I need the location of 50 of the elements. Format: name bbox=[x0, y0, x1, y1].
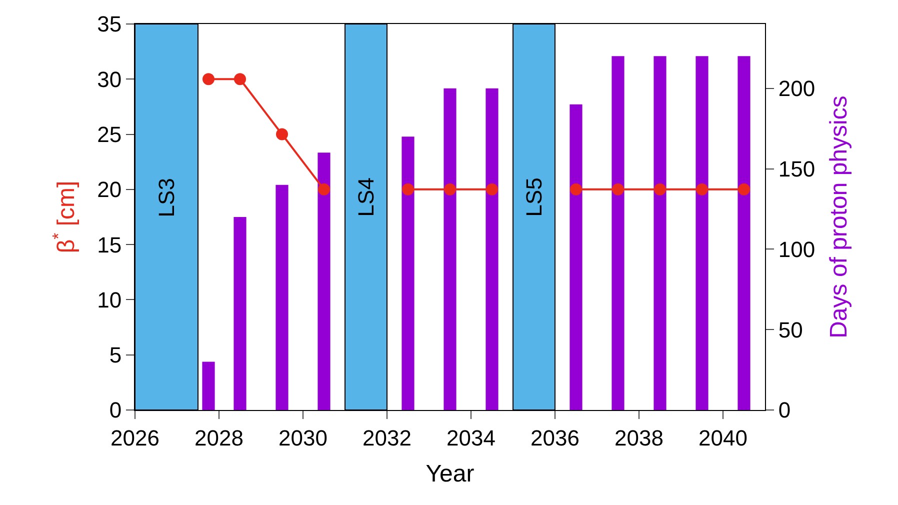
bar bbox=[738, 56, 750, 410]
band-label: LS3 bbox=[154, 178, 179, 218]
y-tick-label: 0 bbox=[109, 398, 122, 423]
point bbox=[318, 183, 330, 196]
y-tick-label: 35 bbox=[97, 12, 122, 37]
y-tick-label: 20 bbox=[97, 177, 122, 202]
bar bbox=[318, 152, 330, 410]
bar bbox=[202, 362, 215, 410]
y2-tick-label: 150 bbox=[778, 156, 816, 182]
band-label: LS4 bbox=[353, 178, 378, 217]
point bbox=[696, 183, 708, 196]
point bbox=[402, 183, 414, 196]
x-tick-label: 2032 bbox=[362, 425, 412, 450]
bar bbox=[570, 104, 582, 410]
bar bbox=[654, 56, 666, 410]
point bbox=[276, 128, 288, 140]
bar bbox=[276, 184, 288, 410]
x-axis-title: Year bbox=[426, 460, 474, 488]
y2-tick-label: 0 bbox=[778, 398, 791, 423]
y2-axis-title: Days of proton physics bbox=[825, 96, 852, 338]
x-tick-label: 2028 bbox=[194, 425, 244, 450]
x-tick-label: 2040 bbox=[698, 425, 748, 450]
bar bbox=[486, 88, 498, 410]
band-label: LS5 bbox=[521, 178, 546, 217]
point bbox=[234, 73, 246, 86]
y-tick-label: 15 bbox=[97, 232, 122, 258]
y-tick-label: 5 bbox=[109, 342, 122, 368]
point bbox=[444, 183, 456, 196]
point bbox=[612, 183, 624, 196]
bar bbox=[696, 56, 708, 410]
point bbox=[202, 73, 214, 86]
y-tick-label: 10 bbox=[97, 287, 122, 312]
bar bbox=[612, 56, 624, 410]
bar bbox=[402, 136, 414, 410]
x-tick-label: 2036 bbox=[530, 425, 580, 450]
y2-tick-label: 100 bbox=[778, 236, 816, 262]
point bbox=[570, 183, 582, 196]
x-tick-label: 2030 bbox=[278, 425, 328, 450]
x-tick-label: 2034 bbox=[446, 425, 496, 450]
point bbox=[486, 183, 498, 196]
y-tick-label: 30 bbox=[97, 66, 122, 92]
y-tick-label: 25 bbox=[97, 122, 122, 147]
x-tick-label: 2026 bbox=[110, 425, 160, 450]
bar bbox=[234, 217, 246, 410]
y2-tick-label: 50 bbox=[778, 317, 803, 342]
y2-tick-label: 200 bbox=[778, 76, 816, 102]
point bbox=[654, 183, 666, 196]
point bbox=[738, 183, 750, 196]
x-tick-label: 2038 bbox=[614, 425, 664, 450]
bar bbox=[444, 88, 456, 410]
